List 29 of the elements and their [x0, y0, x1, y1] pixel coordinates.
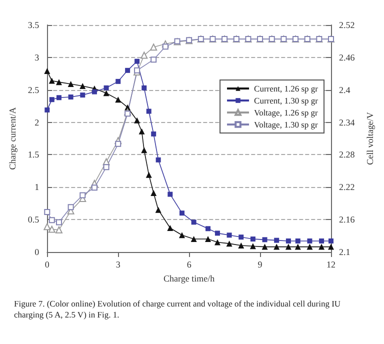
legend-label: Current, 1.30 sp gr [254, 96, 318, 106]
x-tick-label: 9 [258, 260, 263, 270]
y2-tick-label: 2.28 [339, 150, 356, 160]
legend-label: Voltage, 1.26 sp gr [254, 108, 318, 118]
y2-tick-label: 2.46 [339, 52, 356, 62]
x-tick-label: 0 [44, 260, 50, 270]
y-tick-label: 1 [34, 182, 40, 192]
x-tick-label: 3 [116, 260, 121, 270]
x-axis-title: Charge time/h [164, 273, 216, 284]
y-tick-label: 3 [34, 52, 40, 62]
y2-tick-label: 2.52 [339, 20, 355, 30]
y-tick-label: 1.5 [28, 150, 40, 160]
x-tick-label: 6 [186, 260, 192, 270]
caption: Figure 7. (Color online) Evolution of charge current and voltage of the individual cell during IU charging (5 A, 2.5 V) in Fig. 1. [14, 298, 343, 320]
y2-tick-label: 2.22 [339, 182, 355, 192]
y-tick-label: 2 [34, 117, 40, 128]
y-tick-label: 3.5 [28, 20, 40, 30]
y2-tick-label: 2.1 [339, 247, 350, 257]
legend-label: Current, 1.26 sp gr [254, 84, 318, 94]
y-axis-title: Charge current/A [8, 106, 18, 170]
y2-axis-title: Cell voltage/V [365, 112, 376, 165]
legend-label: Voltage, 1.30 sp gr [254, 120, 318, 130]
x-tick-label: 12 [326, 260, 336, 270]
y2-tick-label: 2.4 [339, 84, 351, 95]
y-tick-label: 0 [34, 247, 40, 257]
y2-tick-label: 2.34 [339, 117, 356, 128]
y-tick-label: 2.5 [28, 84, 40, 95]
y-tick-label: 0.5 [28, 214, 40, 225]
y2-tick-label: 2.16 [339, 214, 356, 225]
